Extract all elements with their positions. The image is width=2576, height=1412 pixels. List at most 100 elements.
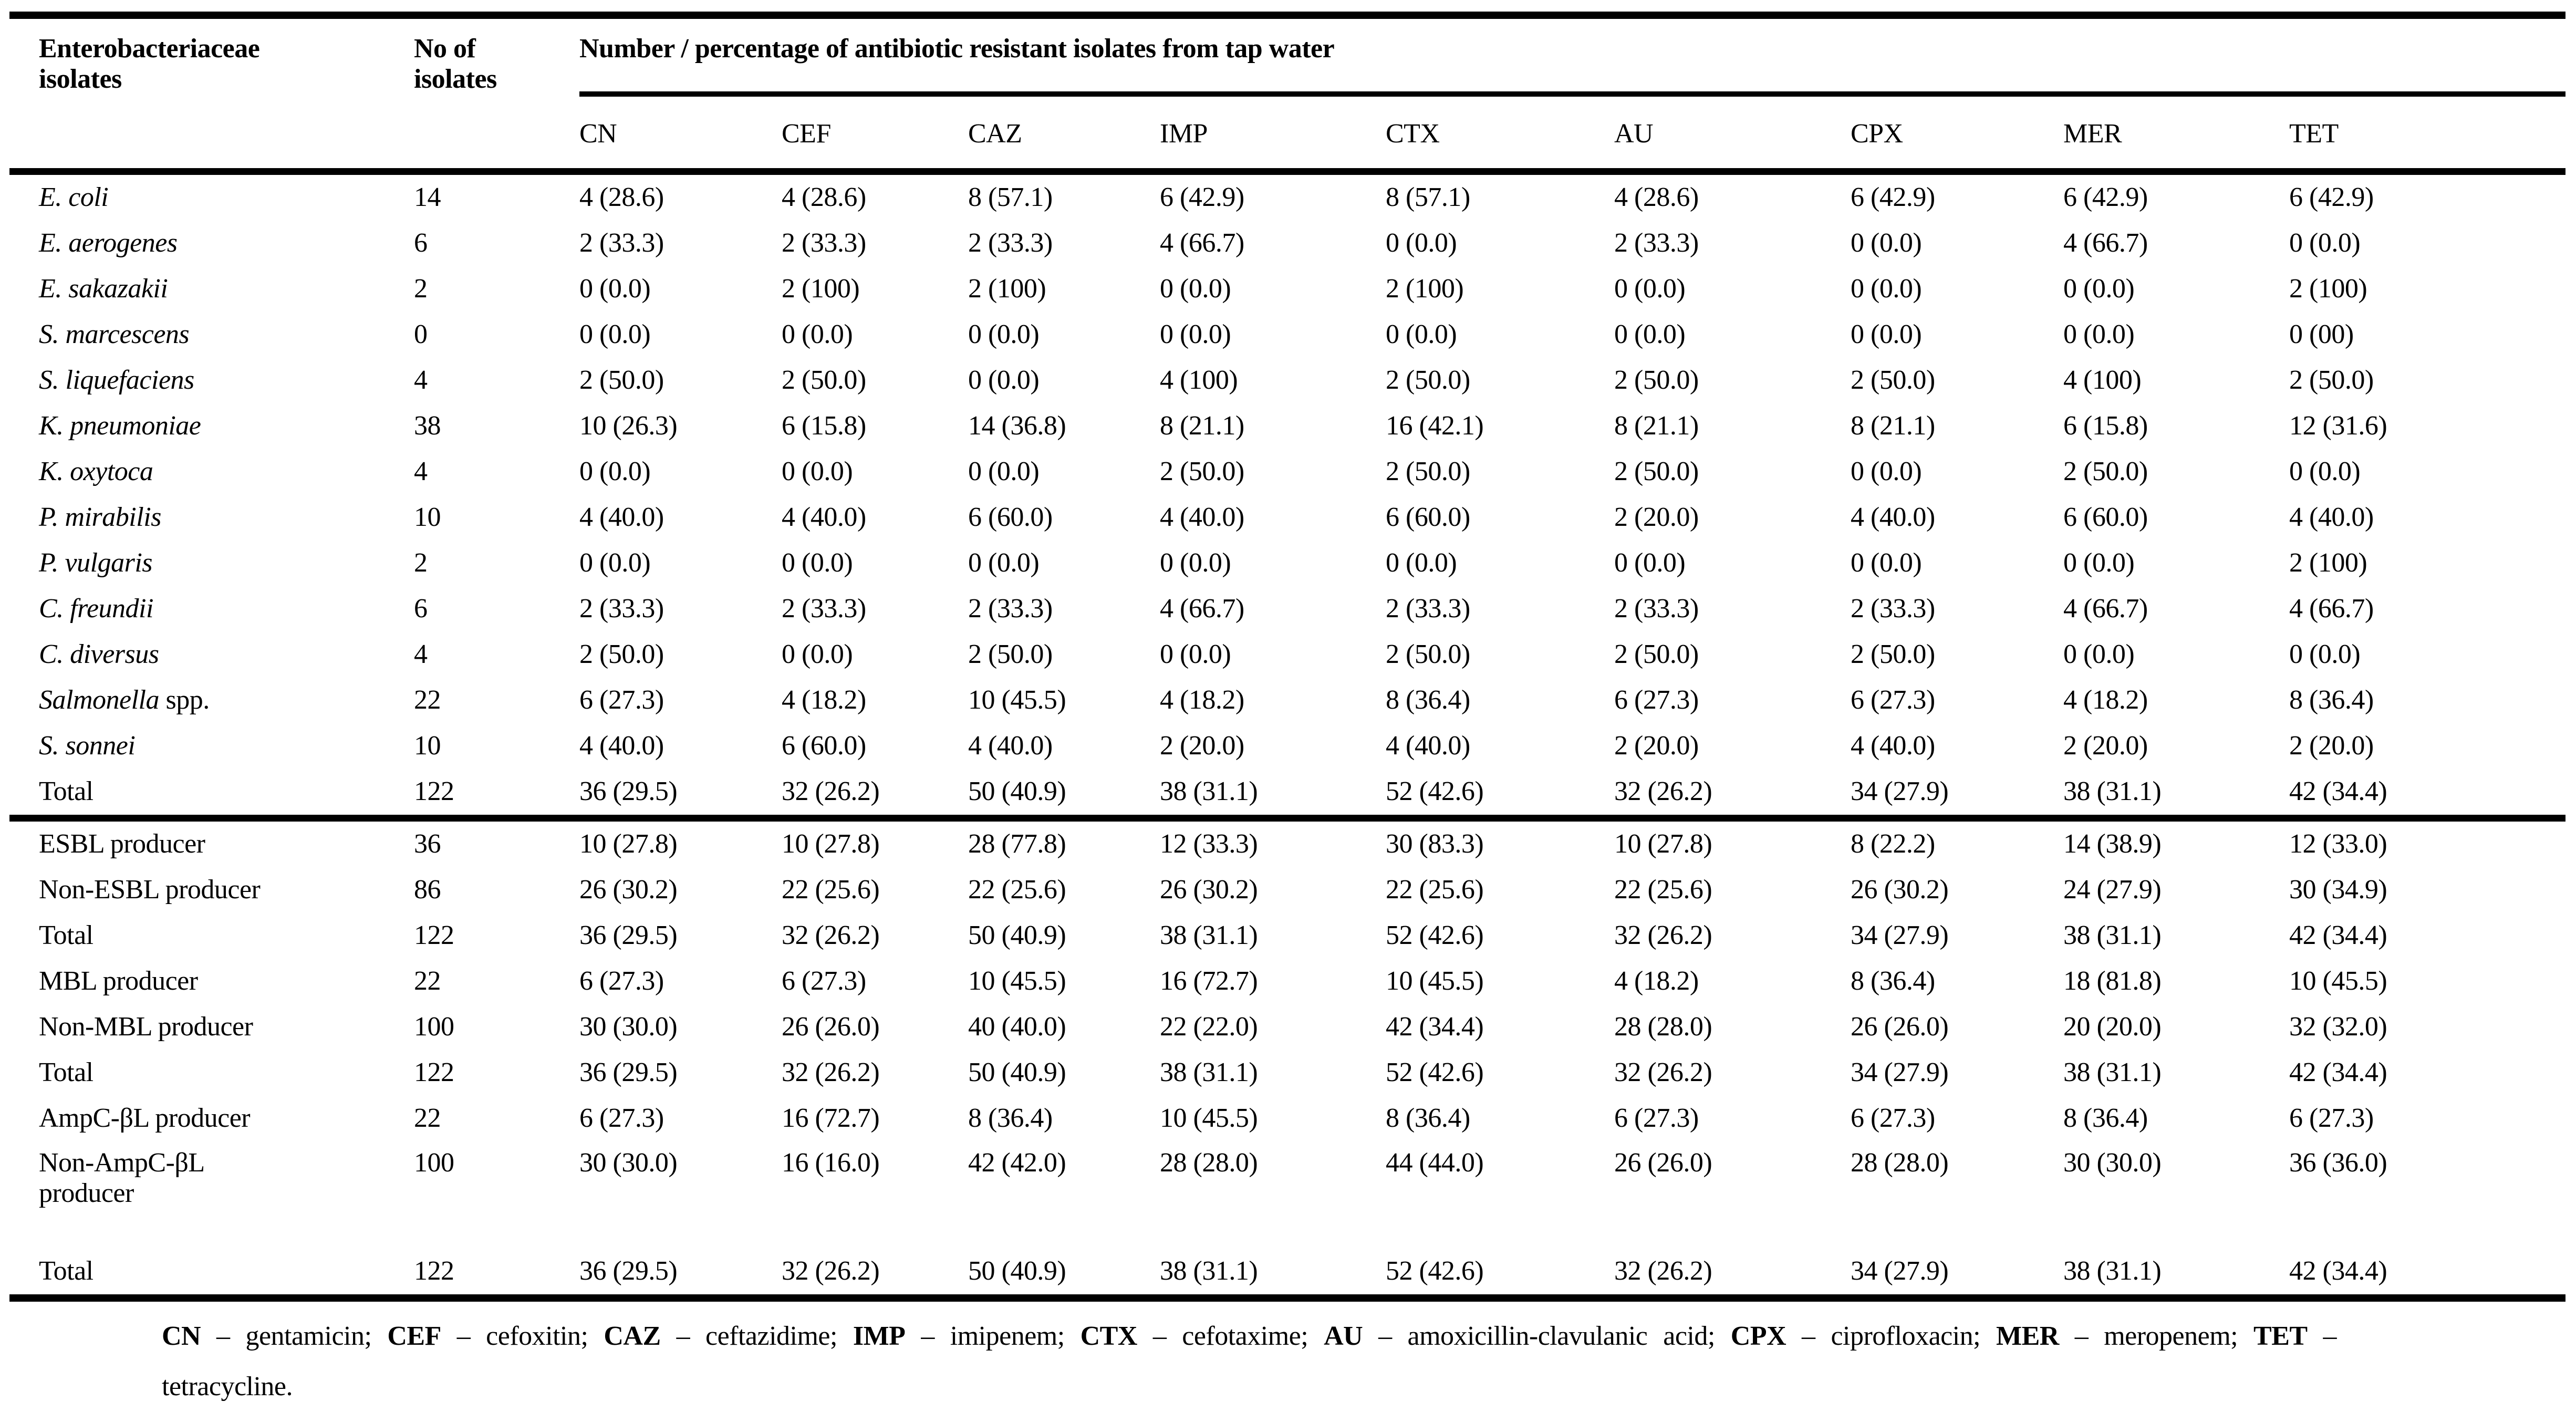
table-row: Total 122 36 (29.5) 32 (26.2) 50 (40.9) 38 (3… [9, 1249, 2565, 1298]
cell-value: 42 (34.4) [1386, 1012, 1484, 1042]
cell-value: 52 (42.6) [1386, 920, 1484, 951]
cell-value: 2 (33.3) [579, 228, 664, 258]
cell-value: 6 (27.3) [1614, 685, 1699, 715]
cell-value: 22 (22.0) [1160, 1012, 1258, 1042]
cell-value: 36 (29.5) [579, 920, 678, 951]
cell-value: 0 (0.0) [1614, 548, 1686, 578]
cell-value: 52 (42.6) [1386, 776, 1484, 807]
cell-value: 4 (18.2) [782, 685, 866, 715]
cell-value: 4 (66.7) [2289, 594, 2374, 624]
table-row: K. oxytoca 4 0 (0.0) 0 (0.0) 0 (0.0) 2 (50.0)… [9, 449, 2565, 495]
header-antibiotic-cpx: CPX [1851, 118, 1903, 149]
cell-value: 0 (0.0) [2063, 639, 2135, 670]
cell-value: 2 (33.3) [1614, 594, 1699, 624]
cell-value: 2 (33.3) [782, 228, 866, 258]
cell-value: 2 (20.0) [1614, 731, 1699, 761]
cell-value: 2 (50.0) [1386, 456, 1470, 487]
cell-no-of-isolates: 22 [414, 966, 441, 996]
table-row: AmpC-βL producer 22 6 (27.3) 16 (72.7) 8 (36… [9, 1096, 2565, 1141]
abbr-cn: CN [162, 1321, 201, 1351]
row-label: Non-ESBL producer [39, 875, 261, 905]
cell-value: 26 (30.2) [1160, 875, 1258, 905]
cell-value: 26 (26.0) [1851, 1012, 1949, 1042]
cell-value: 30 (34.9) [2289, 875, 2387, 905]
cell-value: 10 (45.5) [968, 685, 1066, 715]
cell-value: 8 (36.4) [1386, 1103, 1470, 1134]
cell-value: 2 (50.0) [1614, 456, 1699, 487]
table-header: Enterobacteriaceae isolates No of isolat… [9, 15, 2566, 172]
cell-value: 16 (42.1) [1386, 411, 1484, 441]
cell-value: 0 (0.0) [2289, 456, 2361, 487]
cell-value: 34 (27.9) [1851, 1256, 1949, 1286]
cell-value: 42 (34.4) [2289, 1057, 2387, 1088]
cell-value: 38 (31.1) [2063, 1057, 2162, 1088]
cell-value: 40 (40.0) [968, 1012, 1066, 1042]
header-antibiotics-row: CN CEF CAZ IMP CTX AU CPX MER TET [9, 94, 2565, 172]
cell-value: 4 (28.6) [782, 182, 866, 213]
row-label: Salmonella spp. [39, 685, 210, 715]
cell-value: 16 (72.7) [1160, 966, 1258, 996]
cell-value: 8 (36.4) [2289, 685, 2374, 715]
cell-value: 38 (31.1) [2063, 776, 2162, 807]
cell-value: 38 (31.1) [1160, 1256, 1258, 1286]
cell-value: 4 (28.6) [1614, 182, 1699, 213]
cell-value: 22 (25.6) [782, 875, 880, 905]
header-no-of-isolates-column: No of isolates [414, 15, 579, 172]
header-antibiotic-mer: MER [2063, 118, 2122, 149]
cell-value: 42 (34.4) [2289, 776, 2387, 807]
cell-value: 6 (60.0) [968, 502, 1053, 533]
cell-no-of-isolates: 2 [414, 274, 428, 304]
cell-value: 2 (50.0) [579, 639, 664, 670]
cell-value: 4 (100) [2063, 365, 2142, 396]
table-row: Total 122 36 (29.5) 32 (26.2) 50 (40.9) 38 (3… [9, 769, 2565, 818]
abbr-au: AU [1324, 1321, 1363, 1351]
abbr-ctx: CTX [1080, 1321, 1138, 1351]
cell-value: 34 (27.9) [1851, 1057, 1949, 1088]
cell-value: 0 (0.0) [2063, 274, 2135, 304]
section-producer-rows: ESBL producer 36 10 (27.8) 10 (27.8) 28 (77.… [9, 818, 2566, 1299]
abbr-cef: CEF [387, 1321, 441, 1351]
cell-value: 0 (0.0) [782, 548, 853, 578]
cell-value: 2 (50.0) [2289, 365, 2374, 396]
cell-value: 0 (0.0) [2289, 228, 2361, 258]
row-label: Total [39, 1057, 94, 1088]
cell-no-of-isolates: 86 [414, 875, 441, 905]
cell-value: 20 (20.0) [2063, 1012, 2162, 1042]
cell-value: 4 (66.7) [1160, 594, 1244, 624]
cell-value: 2 (33.3) [1851, 594, 1935, 624]
cell-value: 4 (40.0) [782, 502, 866, 533]
cell-value: 10 (45.5) [1386, 966, 1484, 996]
cell-value: 28 (28.0) [1851, 1148, 1949, 1178]
cell-value: 32 (26.2) [782, 1057, 880, 1088]
cell-value: 14 (38.9) [2063, 829, 2162, 859]
cell-value: 2 (100) [782, 274, 860, 304]
cell-value: 36 (29.5) [579, 776, 678, 807]
cell-value: 28 (28.0) [1160, 1148, 1258, 1178]
cell-value: 4 (40.0) [579, 731, 664, 761]
row-label: S. sonnei [39, 731, 136, 761]
row-label: C. diversus [39, 639, 159, 670]
table-row: C. diversus 4 2 (50.0) 0 (0.0) 2 (50.0) 0 (0.… [9, 632, 2565, 678]
header-species-line1: Enterobacteriaceae [39, 34, 260, 64]
cell-value: 2 (50.0) [782, 365, 866, 396]
cell-value: 36 (29.5) [579, 1256, 678, 1286]
cell-value: 0 (0.0) [579, 548, 651, 578]
header-antibiotic-cef: CEF [782, 118, 831, 149]
cell-value: 2 (33.3) [968, 228, 1053, 258]
row-label: P. mirabilis [39, 502, 161, 533]
table-row: S. sonnei 10 4 (40.0) 6 (60.0) 4 (40.0) 2 (20… [9, 723, 2565, 769]
cell-value: 6 (60.0) [1386, 502, 1470, 533]
cell-value: 28 (77.8) [968, 829, 1066, 859]
cell-value: 10 (45.5) [1160, 1103, 1258, 1134]
cell-value: 8 (36.4) [2063, 1103, 2148, 1134]
table-row: Salmonella spp. 22 6 (27.3) 4 (18.2) 10 (45.… [9, 678, 2565, 723]
cell-value: 0 (0.0) [968, 456, 1040, 487]
cell-value: 2 (33.3) [1614, 228, 1699, 258]
cell-value: 2 (50.0) [1386, 365, 1470, 396]
cell-value: 32 (26.2) [1614, 1256, 1712, 1286]
cell-value: 0 (0.0) [579, 319, 651, 350]
cell-value: 50 (40.9) [968, 920, 1066, 951]
cell-value: 4 (40.0) [579, 502, 664, 533]
cell-value: 10 (45.5) [2289, 966, 2387, 996]
cell-value: 44 (44.0) [1386, 1148, 1484, 1178]
